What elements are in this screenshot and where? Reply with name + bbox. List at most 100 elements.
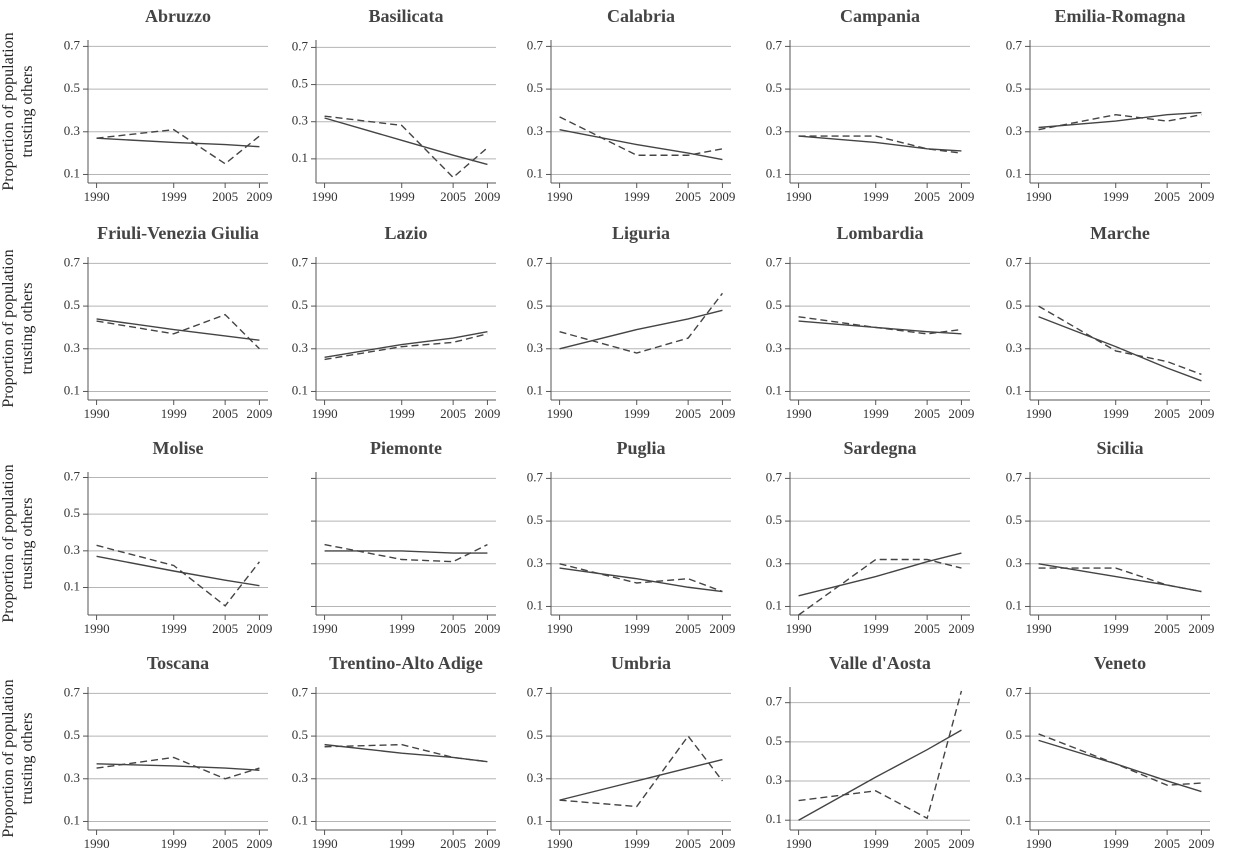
y-tick-label: 0.3 xyxy=(64,123,80,138)
trend-line xyxy=(96,555,260,587)
trend-line xyxy=(1038,563,1202,593)
trend-line xyxy=(1038,316,1202,382)
x-tick-label: 2005 xyxy=(212,406,238,421)
y-tick-label: 0.3 xyxy=(527,340,543,355)
x-tick-label: 2009 xyxy=(709,836,735,851)
y-tick-label: 0.3 xyxy=(527,770,543,785)
panel-title: Molise xyxy=(153,438,204,458)
x-tick-label: 2005 xyxy=(675,189,701,204)
y-tick-label: 0.1 xyxy=(64,578,80,593)
trend-line xyxy=(559,309,723,350)
x-tick-label: 2009 xyxy=(246,189,272,204)
x-tick-label: 1999 xyxy=(863,836,889,851)
x-tick-label: 1999 xyxy=(1103,836,1129,851)
x-tick-label: 1999 xyxy=(389,406,415,421)
x-tick-label: 1999 xyxy=(161,621,187,636)
panel-title: Umbria xyxy=(611,653,671,673)
dashed-line xyxy=(798,558,962,616)
y-tick-label: 0.1 xyxy=(527,165,543,180)
y-tick-label: 0.1 xyxy=(527,812,543,827)
x-tick-label: 2005 xyxy=(914,836,940,851)
y-tick-label: 0.7 xyxy=(292,684,309,699)
y-tick-label: 0.5 xyxy=(527,297,543,312)
y-tick-label: 0.7 xyxy=(766,254,783,269)
dashed-line xyxy=(559,563,723,593)
dashed-line xyxy=(1038,567,1202,593)
x-tick-label: 2009 xyxy=(474,406,500,421)
x-tick-label: 2005 xyxy=(675,836,701,851)
panel-title: Marche xyxy=(1090,223,1150,243)
panel-title: Valle d'Aosta xyxy=(829,653,931,673)
trend-line xyxy=(798,729,962,821)
x-tick-label: 2009 xyxy=(948,189,974,204)
x-tick-label: 2005 xyxy=(212,189,238,204)
y-axis-label-line: Proportion of population xyxy=(0,32,17,190)
x-tick-label: 2009 xyxy=(474,189,500,204)
x-tick-label: 2009 xyxy=(948,406,974,421)
y-tick-label: 0.3 xyxy=(64,542,80,557)
y-tick-label: 0.3 xyxy=(64,340,80,355)
dashed-line xyxy=(559,116,723,156)
y-tick-label: 0.5 xyxy=(64,727,80,742)
y-tick-label: 0.1 xyxy=(292,382,308,397)
x-tick-label: 2009 xyxy=(709,189,735,204)
x-tick-label: 1990 xyxy=(1026,406,1052,421)
x-tick-label: 2009 xyxy=(948,621,974,636)
y-axis-label-line: Proportion of population xyxy=(0,679,17,837)
dashed-line xyxy=(96,313,260,350)
x-tick-label: 1999 xyxy=(161,836,187,851)
panel-title: Abruzzo xyxy=(145,6,211,26)
y-tick-label: 0.7 xyxy=(527,254,544,269)
x-tick-label: 1999 xyxy=(624,836,650,851)
x-tick-label: 1990 xyxy=(547,406,573,421)
x-tick-label: 2009 xyxy=(1188,836,1214,851)
dashed-line xyxy=(798,690,963,820)
x-tick-label: 1990 xyxy=(786,189,812,204)
x-tick-label: 1999 xyxy=(389,836,415,851)
dashed-line xyxy=(1038,305,1202,376)
dashed-line xyxy=(559,292,723,354)
panel-title: Sardegna xyxy=(843,438,916,458)
y-tick-label: 0.5 xyxy=(1006,80,1022,95)
y-tick-label: 0.1 xyxy=(1006,382,1022,397)
y-tick-label: 0.3 xyxy=(766,772,782,787)
x-tick-label: 1999 xyxy=(1103,406,1129,421)
x-tick-label: 2009 xyxy=(709,621,735,636)
x-tick-label: 2005 xyxy=(440,836,466,851)
x-tick-label: 2009 xyxy=(1188,621,1214,636)
trend-line xyxy=(559,128,723,161)
panel-title: Sicilia xyxy=(1096,438,1143,458)
panel-title: Veneto xyxy=(1094,653,1146,673)
x-tick-label: 2005 xyxy=(675,406,701,421)
x-tick-label: 1990 xyxy=(84,836,110,851)
y-tick-label: 0.3 xyxy=(64,770,80,785)
y-tick-label: 0.7 xyxy=(1006,684,1023,699)
x-tick-label: 2005 xyxy=(1154,621,1180,636)
y-tick-label: 0.5 xyxy=(64,297,80,312)
y-tick-label: 0.7 xyxy=(527,684,544,699)
y-tick-label: 0.5 xyxy=(292,76,308,91)
y-tick-label: 0.3 xyxy=(527,123,543,138)
panel-title: Toscana xyxy=(147,653,209,673)
y-tick-label: 0.1 xyxy=(766,165,782,180)
trend-line xyxy=(559,567,723,593)
y-axis-label-line: trusting others xyxy=(19,283,36,375)
trend-line xyxy=(96,137,260,148)
dashed-line xyxy=(1038,733,1202,786)
x-tick-label: 2005 xyxy=(1154,406,1180,421)
x-tick-label: 1990 xyxy=(547,189,573,204)
y-tick-label: 0.1 xyxy=(766,597,782,612)
panel-title: Basilicata xyxy=(369,6,444,26)
y-tick-label: 0.3 xyxy=(1006,123,1022,138)
y-tick-label: 0.1 xyxy=(292,150,308,165)
panel-title: Calabria xyxy=(607,6,675,26)
x-tick-label: 2005 xyxy=(1154,189,1180,204)
trend-line xyxy=(1038,739,1202,793)
x-tick-label: 2009 xyxy=(474,621,500,636)
y-tick-label: 0.3 xyxy=(1006,555,1022,570)
y-tick-label: 0.3 xyxy=(1006,770,1022,785)
y-axis-label: Proportion of population trusting others xyxy=(0,32,36,190)
y-tick-label: 0.7 xyxy=(64,468,81,483)
x-tick-label: 2009 xyxy=(246,621,272,636)
